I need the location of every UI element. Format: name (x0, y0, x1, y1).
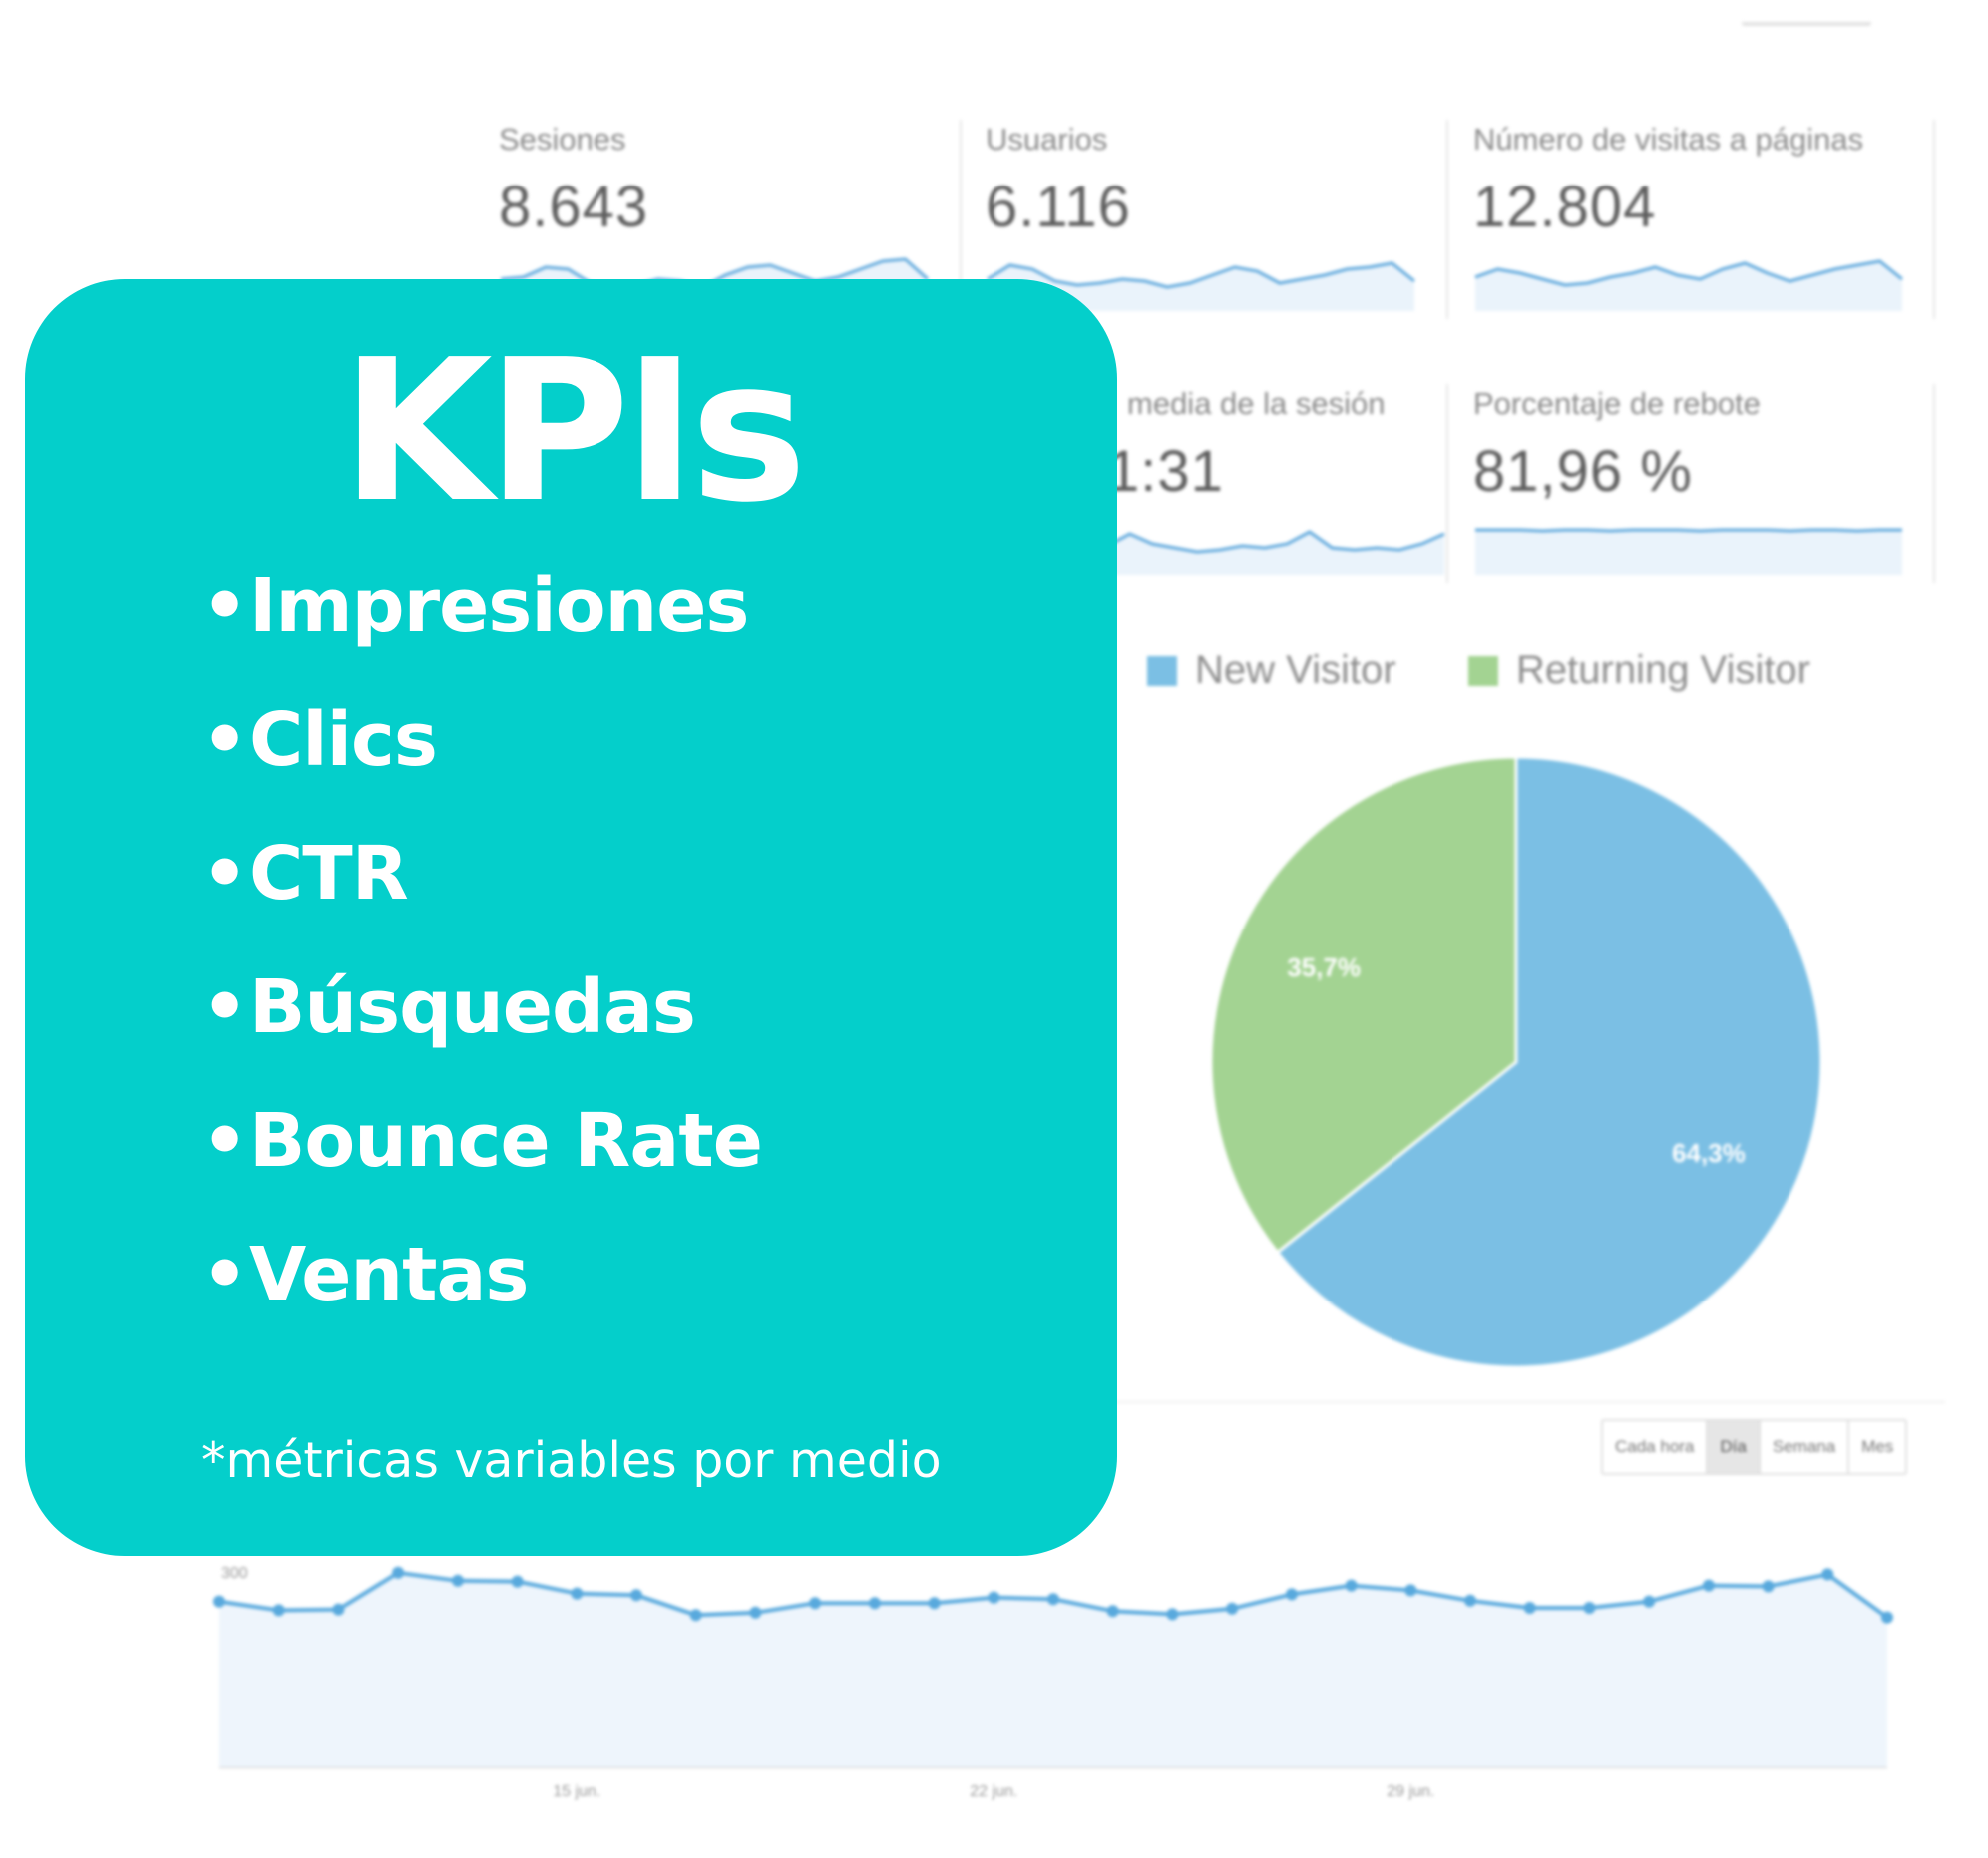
card-divider (1446, 120, 1448, 319)
x-tick-label: 22 jun. (970, 1783, 1017, 1800)
kpi-item: CTR (201, 824, 762, 957)
pie-slice-returning-visitor[interactable] (1209, 755, 1518, 1255)
line-point[interactable] (1702, 1579, 1715, 1592)
metric-value: 1:31 (1107, 439, 1224, 504)
metric-label: Número de visitas a páginas (1473, 122, 1864, 157)
line-point[interactable] (1821, 1568, 1834, 1581)
sparkline (987, 261, 1415, 311)
line-point[interactable] (1643, 1595, 1656, 1608)
kpi-item: Impresiones (201, 557, 762, 690)
line-point[interactable] (571, 1587, 584, 1600)
metric-label: Sesiones (499, 122, 626, 157)
metric-value: 12.804 (1473, 175, 1657, 239)
line-point[interactable] (392, 1566, 405, 1579)
card-divider (1933, 384, 1935, 583)
kpi-list: Impresiones Clics CTR Búsquedas Bounce R… (201, 557, 763, 1358)
top-tab-indicator (1742, 8, 1871, 26)
line-point[interactable] (272, 1604, 285, 1617)
line-point[interactable] (1523, 1602, 1536, 1614)
sparkline (1474, 259, 1903, 311)
line-point[interactable] (1047, 1593, 1059, 1606)
kpi-card: KPIs Impresiones Clics CTR Búsquedas Bou… (25, 279, 1117, 1556)
metric-card-pageviews[interactable]: Número de visitas a páginas 12.804 (1473, 122, 1903, 351)
kpi-item: Clics (201, 690, 762, 824)
card-divider (1446, 384, 1448, 583)
line-point[interactable] (332, 1603, 345, 1616)
pie-data-label: 64,3% (1672, 1138, 1746, 1168)
kpi-title: KPIs (340, 318, 807, 546)
metric-card-bounce-rate[interactable]: Porcentaje de rebote 81,96 % (1473, 386, 1902, 615)
granularity-button-month[interactable]: Mes (1861, 1437, 1894, 1456)
kpi-footnote: *métricas variables por medio (201, 1432, 942, 1489)
sparkline-line (1475, 528, 1902, 533)
line-point[interactable] (1762, 1580, 1775, 1593)
metric-label: media de la sesión (1127, 386, 1386, 421)
legend-label: New Visitor (1195, 648, 1396, 692)
sparkline-line (987, 261, 1415, 289)
sparkline-fill (988, 263, 1414, 311)
metric-value: 6.116 (986, 175, 1131, 239)
card-divider (960, 120, 962, 319)
line-point[interactable] (809, 1597, 822, 1610)
sparkline-fill (1475, 261, 1902, 311)
line-point[interactable] (1345, 1579, 1358, 1592)
sparkline-line (1474, 259, 1903, 287)
x-tick-label: 29 jun. (1387, 1783, 1434, 1800)
metric-value: 81,96 % (1473, 439, 1693, 504)
line-point[interactable] (1166, 1608, 1179, 1621)
x-tick-label: 15 jun. (553, 1783, 600, 1800)
visitor-pie-chart: 64,3% 35,7% (1209, 755, 1823, 1369)
line-point[interactable] (868, 1597, 881, 1610)
metric-value: 8.643 (499, 175, 649, 239)
metric-label: Porcentaje de rebote (1473, 386, 1761, 421)
pie-slice-new-visitor[interactable] (1275, 755, 1823, 1369)
line-point[interactable] (451, 1574, 464, 1587)
metric-card-users[interactable]: Usuarios 6.116 (986, 122, 1415, 351)
kpi-item: Ventas (201, 1225, 762, 1358)
line-area-fill (219, 1572, 1887, 1767)
metric-card-session-duration[interactable]: media de la sesión 1:31 (1016, 386, 1446, 615)
granularity-button-hourly[interactable]: Cada hora (1603, 1421, 1709, 1473)
metric-label: Usuarios (986, 122, 1108, 157)
granularity-button-day[interactable]: Día (1708, 1421, 1761, 1473)
legend-swatch (1468, 656, 1498, 686)
line-point[interactable] (1106, 1605, 1119, 1618)
legend-item-new-visitor[interactable]: New Visitor (1147, 648, 1396, 693)
sparkline (1475, 528, 1902, 575)
kpi-item: Búsquedas (201, 957, 762, 1091)
sparkline-fill (1017, 532, 1444, 575)
pie-data-label: 35,7% (1287, 952, 1361, 982)
line-point[interactable] (511, 1575, 524, 1588)
granularity-button-week[interactable]: Semana (1761, 1421, 1850, 1473)
line-point[interactable] (988, 1591, 1000, 1604)
kpi-item: Bounce Rate (201, 1091, 763, 1225)
line-point[interactable] (689, 1609, 702, 1622)
legend-item-returning-visitor[interactable]: Returning Visitor (1468, 648, 1810, 693)
line-point[interactable] (749, 1606, 762, 1619)
line-point[interactable] (1881, 1611, 1893, 1624)
line-point[interactable] (1226, 1602, 1239, 1615)
line-point[interactable] (1285, 1588, 1298, 1601)
line-point[interactable] (213, 1595, 225, 1608)
sparkline-fill (1475, 530, 1902, 575)
y-tick-label: 300 (221, 1565, 248, 1582)
card-divider (1933, 120, 1935, 319)
line-point[interactable] (1404, 1584, 1417, 1597)
sessions-line-chart: 25030015 jun.22 jun.29 jun. (213, 1565, 1893, 1800)
line-point[interactable] (630, 1589, 642, 1602)
sessions-line-chart-panel: 25030015 jun.22 jun.29 jun. Cada hora Dí… (180, 1401, 1945, 1820)
line-point[interactable] (1583, 1602, 1596, 1614)
legend-swatch (1147, 656, 1177, 686)
legend-label: Returning Visitor (1516, 648, 1810, 692)
line-point[interactable] (928, 1597, 941, 1610)
granularity-selector: Cada hora Día Semana Mes (1601, 1419, 1908, 1475)
line-point[interactable] (1464, 1594, 1476, 1607)
